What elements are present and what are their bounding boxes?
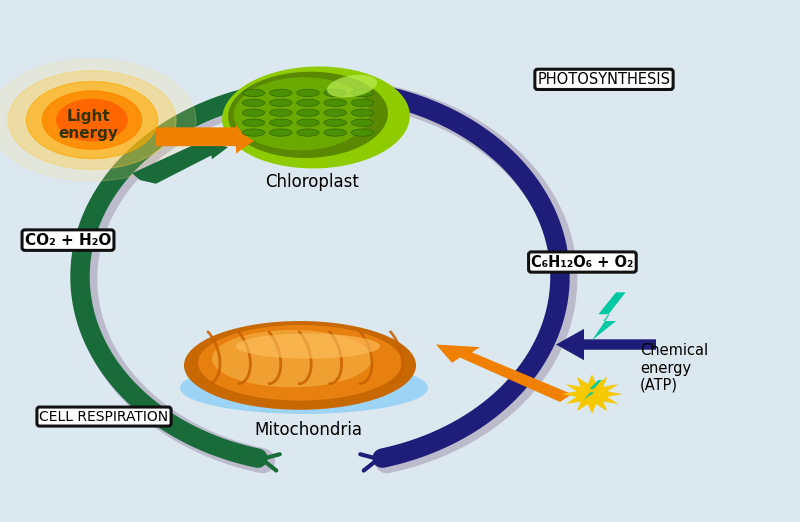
Ellipse shape (198, 325, 402, 401)
Ellipse shape (270, 89, 292, 97)
Ellipse shape (8, 71, 176, 169)
Ellipse shape (297, 119, 319, 126)
Ellipse shape (351, 99, 374, 106)
Ellipse shape (242, 109, 265, 116)
Ellipse shape (270, 119, 292, 126)
Ellipse shape (212, 330, 372, 387)
Polygon shape (592, 292, 626, 340)
Ellipse shape (324, 109, 346, 116)
Text: C₆H₁₂O₆ + O₂: C₆H₁₂O₆ + O₂ (531, 255, 634, 269)
Ellipse shape (42, 91, 142, 149)
Ellipse shape (297, 99, 319, 106)
Ellipse shape (242, 129, 265, 136)
Text: PHOTOSYNTHESIS: PHOTOSYNTHESIS (538, 72, 670, 87)
Ellipse shape (297, 109, 319, 116)
Polygon shape (584, 380, 602, 399)
Ellipse shape (180, 362, 428, 414)
Text: Light
energy: Light energy (58, 109, 118, 141)
Polygon shape (156, 120, 260, 153)
Ellipse shape (184, 321, 416, 410)
Ellipse shape (270, 99, 292, 106)
Ellipse shape (297, 89, 319, 97)
Text: Mitochondria: Mitochondria (254, 421, 362, 438)
Ellipse shape (351, 119, 374, 126)
Polygon shape (208, 141, 228, 159)
Ellipse shape (242, 89, 265, 97)
Ellipse shape (351, 129, 374, 136)
Ellipse shape (270, 109, 292, 116)
Ellipse shape (242, 99, 265, 106)
Ellipse shape (57, 99, 127, 141)
Ellipse shape (0, 59, 196, 181)
Ellipse shape (222, 66, 410, 169)
Polygon shape (556, 329, 656, 360)
Ellipse shape (270, 129, 292, 136)
Ellipse shape (236, 334, 380, 359)
Text: CELL RESPIRATION: CELL RESPIRATION (39, 410, 169, 423)
Ellipse shape (324, 119, 346, 126)
Ellipse shape (324, 89, 346, 97)
Ellipse shape (26, 81, 158, 159)
Ellipse shape (327, 75, 377, 98)
Ellipse shape (324, 99, 346, 106)
Polygon shape (562, 374, 622, 414)
Text: CO₂ + H₂O: CO₂ + H₂O (25, 233, 111, 247)
Ellipse shape (297, 129, 319, 136)
Ellipse shape (228, 72, 388, 158)
Ellipse shape (242, 119, 265, 126)
Ellipse shape (234, 77, 370, 150)
Ellipse shape (324, 129, 346, 136)
Text: Chemical
energy
(ATP): Chemical energy (ATP) (640, 343, 708, 393)
Ellipse shape (351, 109, 374, 116)
Polygon shape (436, 345, 572, 402)
Polygon shape (132, 142, 218, 184)
Ellipse shape (351, 89, 374, 97)
Text: Chloroplast: Chloroplast (265, 173, 359, 191)
